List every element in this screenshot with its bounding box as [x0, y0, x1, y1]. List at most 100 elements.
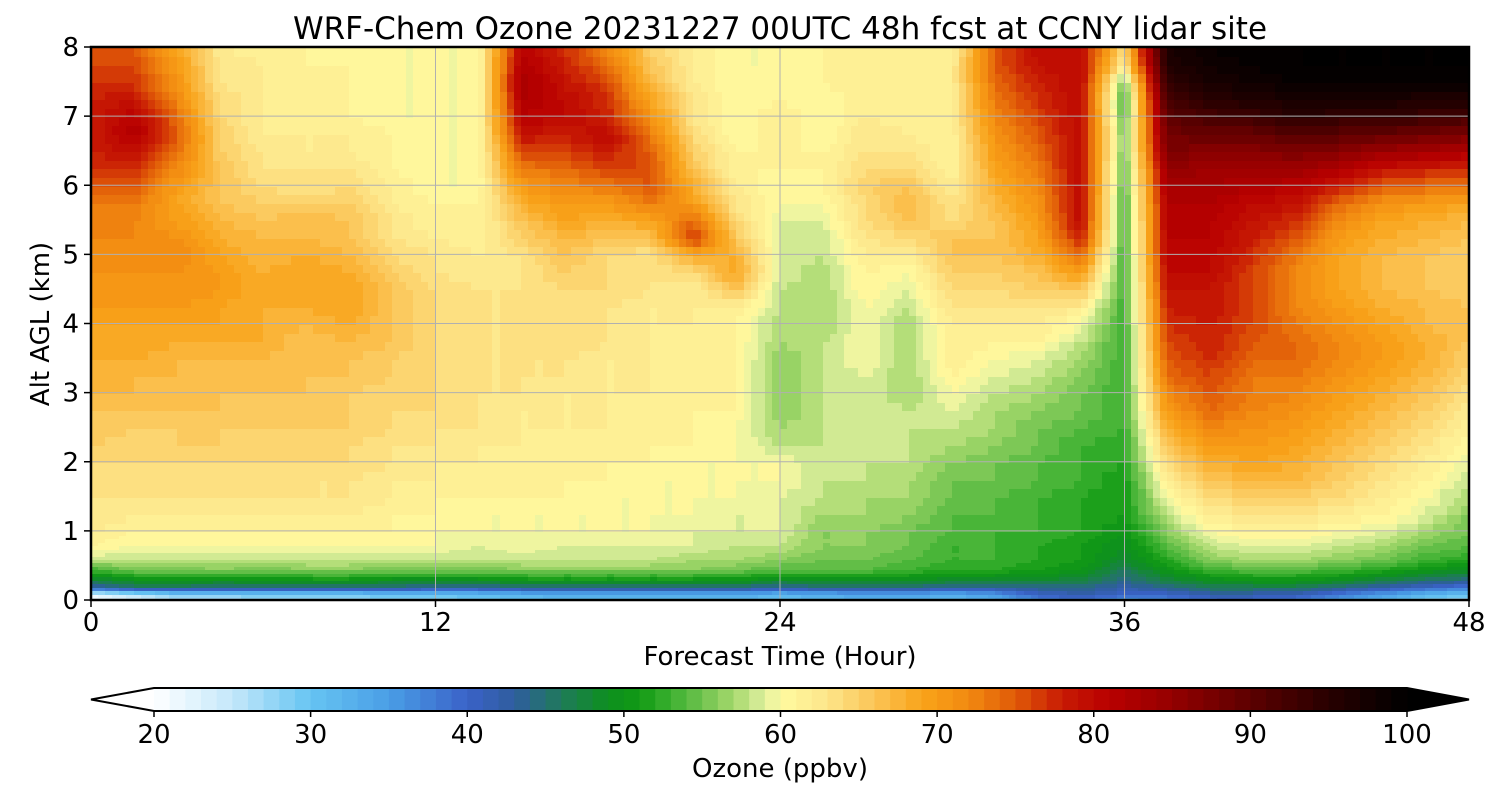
heat-cell: [478, 280, 487, 290]
heat-cell: [378, 418, 387, 429]
heat-cell: [507, 568, 516, 574]
heat-cell: [256, 575, 265, 581]
heat-cell: [535, 383, 545, 394]
heat-cell: [449, 375, 459, 385]
heat-cell: [500, 72, 509, 83]
heat-cell: [378, 297, 387, 308]
heat-cell: [514, 81, 523, 92]
heat-cell: [449, 90, 459, 100]
heat-cell: [134, 254, 143, 265]
heat-cell: [349, 142, 358, 152]
heat-cell: [234, 522, 243, 532]
heat-cell: [363, 586, 372, 591]
heat-cell: [435, 263, 444, 273]
heat-cell: [134, 409, 143, 420]
heat-cell: [492, 237, 502, 247]
heat-cell: [557, 479, 566, 489]
heat-cell: [478, 496, 487, 506]
heat-cell: [105, 288, 114, 299]
heat-cell: [198, 470, 207, 481]
heat-cell: [227, 332, 236, 342]
heat-cell: [220, 211, 229, 221]
heat-cell: [528, 496, 537, 506]
heat-cell: [241, 142, 250, 152]
heat-cell: [112, 150, 121, 161]
heat-cell: [227, 150, 236, 161]
heat-cell: [449, 263, 459, 273]
heat-cell: [543, 159, 552, 169]
heat-cell: [421, 124, 430, 135]
heat-cell: [471, 565, 480, 570]
heat-cell: [191, 470, 200, 481]
heat-cell: [155, 176, 164, 187]
heat-cell: [241, 150, 250, 161]
heat-cell: [205, 47, 215, 57]
heat-cell: [234, 561, 243, 567]
heat-cell: [335, 55, 344, 66]
heat-cell: [112, 548, 121, 553]
heat-cell: [535, 418, 545, 429]
heat-cell: [256, 211, 265, 221]
heat-cell: [91, 185, 100, 195]
heat-cell: [169, 211, 179, 221]
heat-cell: [284, 150, 293, 161]
heat-cell: [277, 496, 286, 506]
heat-cell: [141, 418, 150, 429]
heat-cell: [543, 323, 552, 334]
heat-cell: [507, 479, 516, 489]
heat-cell: [91, 534, 100, 539]
heat-cell: [406, 575, 415, 581]
heat-cell: [234, 544, 243, 550]
heat-cell: [399, 427, 408, 437]
heat-cell: [169, 575, 179, 581]
heat-cell: [478, 444, 487, 455]
heat-cell: [284, 116, 293, 126]
heat-cell: [299, 202, 308, 213]
heat-cell: [263, 589, 272, 595]
heat-cell: [277, 435, 286, 446]
heat-cell: [270, 116, 279, 126]
heat-cell: [363, 107, 372, 118]
heat-cell: [471, 558, 480, 563]
heat-cell: [112, 589, 121, 595]
heat-cell: [220, 551, 229, 557]
heat-cell: [241, 401, 250, 411]
heat-cell: [241, 530, 250, 536]
heat-cell: [112, 555, 121, 560]
heat-cell: [134, 561, 143, 567]
heat-cell: [234, 513, 243, 524]
heat-cell: [342, 72, 351, 83]
heat-cell: [500, 589, 509, 595]
heat-cell: [119, 409, 128, 420]
heat-cell: [335, 72, 344, 83]
heat-cell: [220, 383, 229, 394]
heat-cell: [220, 133, 229, 144]
heat-cell: [105, 297, 114, 308]
heat-cell: [277, 297, 286, 308]
heat-cell: [406, 133, 415, 144]
heat-cell: [177, 228, 186, 239]
heat-cell: [184, 568, 193, 574]
heat-cell: [248, 544, 258, 550]
heat-cell: [492, 558, 502, 563]
heat-cell: [464, 150, 473, 161]
heat-cell: [320, 555, 329, 560]
heat-cell: [535, 237, 545, 247]
heat-cell: [349, 358, 358, 368]
heat-cell: [514, 116, 523, 126]
heat-cell: [507, 142, 516, 152]
heat-cell: [500, 593, 509, 598]
heat-cell: [141, 444, 150, 455]
heat-cell: [291, 98, 301, 109]
heat-cell: [521, 453, 530, 463]
heat-cell: [177, 297, 186, 308]
heat-cell: [306, 81, 315, 92]
heat-cell: [514, 228, 523, 239]
heat-cell: [399, 392, 408, 403]
heat-cell: [291, 579, 301, 584]
heat-cell: [112, 544, 121, 550]
heat-cell: [141, 297, 150, 308]
heat-cell: [485, 150, 494, 161]
heat-cell: [134, 150, 143, 161]
heat-cell: [105, 159, 114, 169]
